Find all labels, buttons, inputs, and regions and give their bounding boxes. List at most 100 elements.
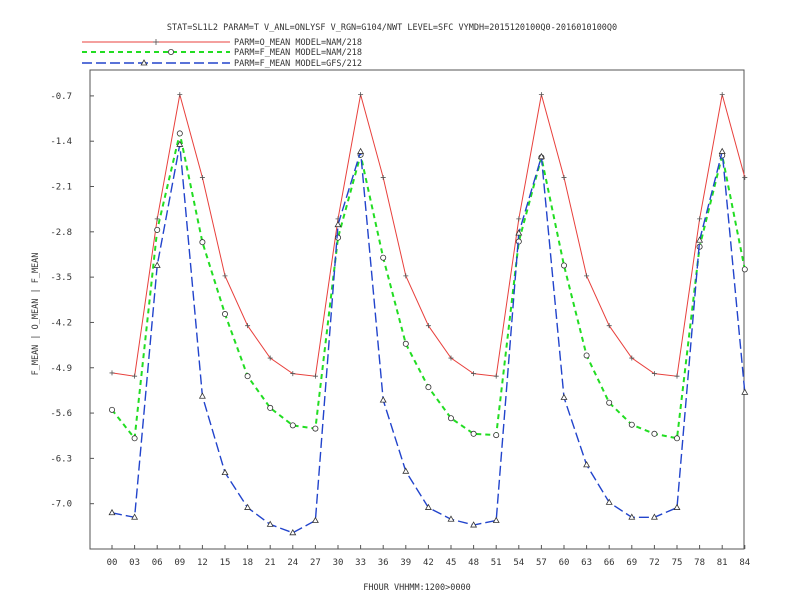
x-tick-label: 33 xyxy=(355,558,366,568)
x-tick-label: 45 xyxy=(446,558,457,568)
x-axis-label: FHOUR VHHMM:1200>0000 xyxy=(363,583,470,593)
point-marker-circle xyxy=(741,266,748,273)
point-marker-triangle xyxy=(650,513,658,520)
point-marker-circle xyxy=(380,254,387,261)
y-axis: -0.7 -1.4 -2.1 -2.8 -3.5 -4.2 -4.9 -5.6 -6.3 -7.0 xyxy=(50,92,94,510)
series-line-0 xyxy=(111,94,746,377)
point-marker-plus xyxy=(312,373,318,379)
point-marker-plus xyxy=(132,373,138,379)
y-axis-label: F_MEAN | O_MEAN | F_MEAN xyxy=(31,253,41,376)
legend-marker-circle xyxy=(167,49,174,56)
point-marker-plus xyxy=(380,174,386,180)
point-marker-plus xyxy=(674,373,680,379)
point-marker-plus xyxy=(719,92,725,98)
x-tick-label: 06 xyxy=(152,558,163,568)
y-tick-label: -2.8 xyxy=(50,228,72,238)
point-marker-plus xyxy=(199,174,205,180)
point-marker-circle xyxy=(244,373,251,380)
y-tick-label: -7.0 xyxy=(50,500,72,510)
point-marker-triangle xyxy=(515,229,523,236)
legend-marker-plus xyxy=(153,39,159,45)
x-tick-label: 72 xyxy=(649,558,660,568)
point-marker-plus xyxy=(606,323,612,329)
point-marker-plus xyxy=(177,92,183,98)
point-marker-plus xyxy=(109,370,115,376)
point-marker-plus xyxy=(358,92,364,98)
point-marker-circle xyxy=(221,311,228,318)
point-marker-plus xyxy=(245,323,251,329)
point-marker-plus xyxy=(493,373,499,379)
point-marker-circle xyxy=(493,432,500,439)
point-marker-circle xyxy=(470,430,477,437)
point-marker-triangle xyxy=(537,152,545,160)
y-tick-label: -5.6 xyxy=(50,409,72,419)
point-marker-triangle xyxy=(131,513,139,520)
point-marker-triangle xyxy=(447,515,455,522)
point-marker-circle xyxy=(674,435,681,442)
point-marker-triangle xyxy=(334,220,342,228)
point-marker-plus xyxy=(222,273,228,279)
point-marker-plus xyxy=(471,371,477,377)
point-marker-plus xyxy=(584,273,590,279)
point-marker-triangle xyxy=(741,388,749,395)
point-marker-circle xyxy=(176,130,183,137)
point-marker-triangle xyxy=(108,508,116,516)
point-marker-plus xyxy=(290,371,296,377)
point-marker-circle xyxy=(628,421,635,428)
x-axis: 00 03 06 09 12 15 18 21 24 27 30 33 36 39 42 45 48 51 54 57… xyxy=(107,545,750,568)
x-tick-label: 18 xyxy=(242,558,253,568)
point-marker-circle xyxy=(425,384,432,391)
y-tick-label: -3.5 xyxy=(50,273,72,283)
point-marker-circle xyxy=(131,435,138,442)
x-tick-label: 03 xyxy=(129,558,140,568)
point-marker-circle xyxy=(199,239,206,246)
y-tick-label: -2.1 xyxy=(50,183,72,193)
point-marker-plus xyxy=(403,273,409,279)
legend: PARM=O_MEAN MODEL=NAM/218 PARM=F_MEAN MO… xyxy=(82,38,362,69)
point-marker-plus xyxy=(697,216,703,222)
point-marker-triangle xyxy=(289,528,297,536)
series-line-1 xyxy=(111,133,746,441)
point-marker-circle xyxy=(312,425,319,432)
x-tick-label: 30 xyxy=(333,558,344,568)
point-marker-plus xyxy=(561,174,567,180)
x-tick-label: 09 xyxy=(174,558,185,568)
point-marker-triangle xyxy=(266,520,274,527)
x-tick-label: 27 xyxy=(310,558,321,568)
y-tick-label: -6.3 xyxy=(50,454,72,464)
x-tick-label: 21 xyxy=(265,558,276,568)
point-marker-triangle xyxy=(311,516,319,523)
point-marker-triangle xyxy=(198,392,206,399)
x-tick-label: 42 xyxy=(423,558,434,568)
chart-title: STAT=SL1L2 PARAM=T V_ANL=ONLYSF V_RGN=G1… xyxy=(167,23,617,33)
point-marker-circle xyxy=(402,340,409,347)
point-marker-triangle xyxy=(605,498,613,505)
x-tick-label: 48 xyxy=(468,558,479,568)
x-tick-label: 63 xyxy=(581,558,592,568)
point-marker-triangle xyxy=(628,513,636,520)
point-marker-triangle xyxy=(244,503,252,510)
point-marker-triangle xyxy=(696,236,704,243)
point-marker-triangle xyxy=(176,140,184,147)
point-marker-circle xyxy=(561,262,568,269)
point-marker-plus xyxy=(629,355,635,361)
legend-label-f-mean-nam: PARM=F_MEAN MODEL=NAM/218 xyxy=(234,48,362,58)
point-marker-plus xyxy=(154,216,160,222)
point-marker-circle xyxy=(334,234,341,241)
legend-label-f-mean-gfs: PARM=F_MEAN MODEL=GFS/212 xyxy=(234,59,362,69)
series-layer xyxy=(108,92,749,536)
point-marker-plus xyxy=(651,371,657,377)
plot-area xyxy=(89,69,745,550)
point-marker-circle xyxy=(289,422,296,429)
point-marker-triangle xyxy=(379,396,387,403)
x-tick-label: 51 xyxy=(491,558,502,568)
x-tick-label: 54 xyxy=(513,558,524,568)
point-marker-circle xyxy=(583,352,590,359)
x-tick-label: 12 xyxy=(197,558,208,568)
point-marker-circle xyxy=(606,399,613,406)
x-tick-label: 24 xyxy=(287,558,298,568)
x-tick-label: 36 xyxy=(378,558,389,568)
x-tick-label: 81 xyxy=(717,558,728,568)
x-tick-label: 75 xyxy=(672,558,683,568)
